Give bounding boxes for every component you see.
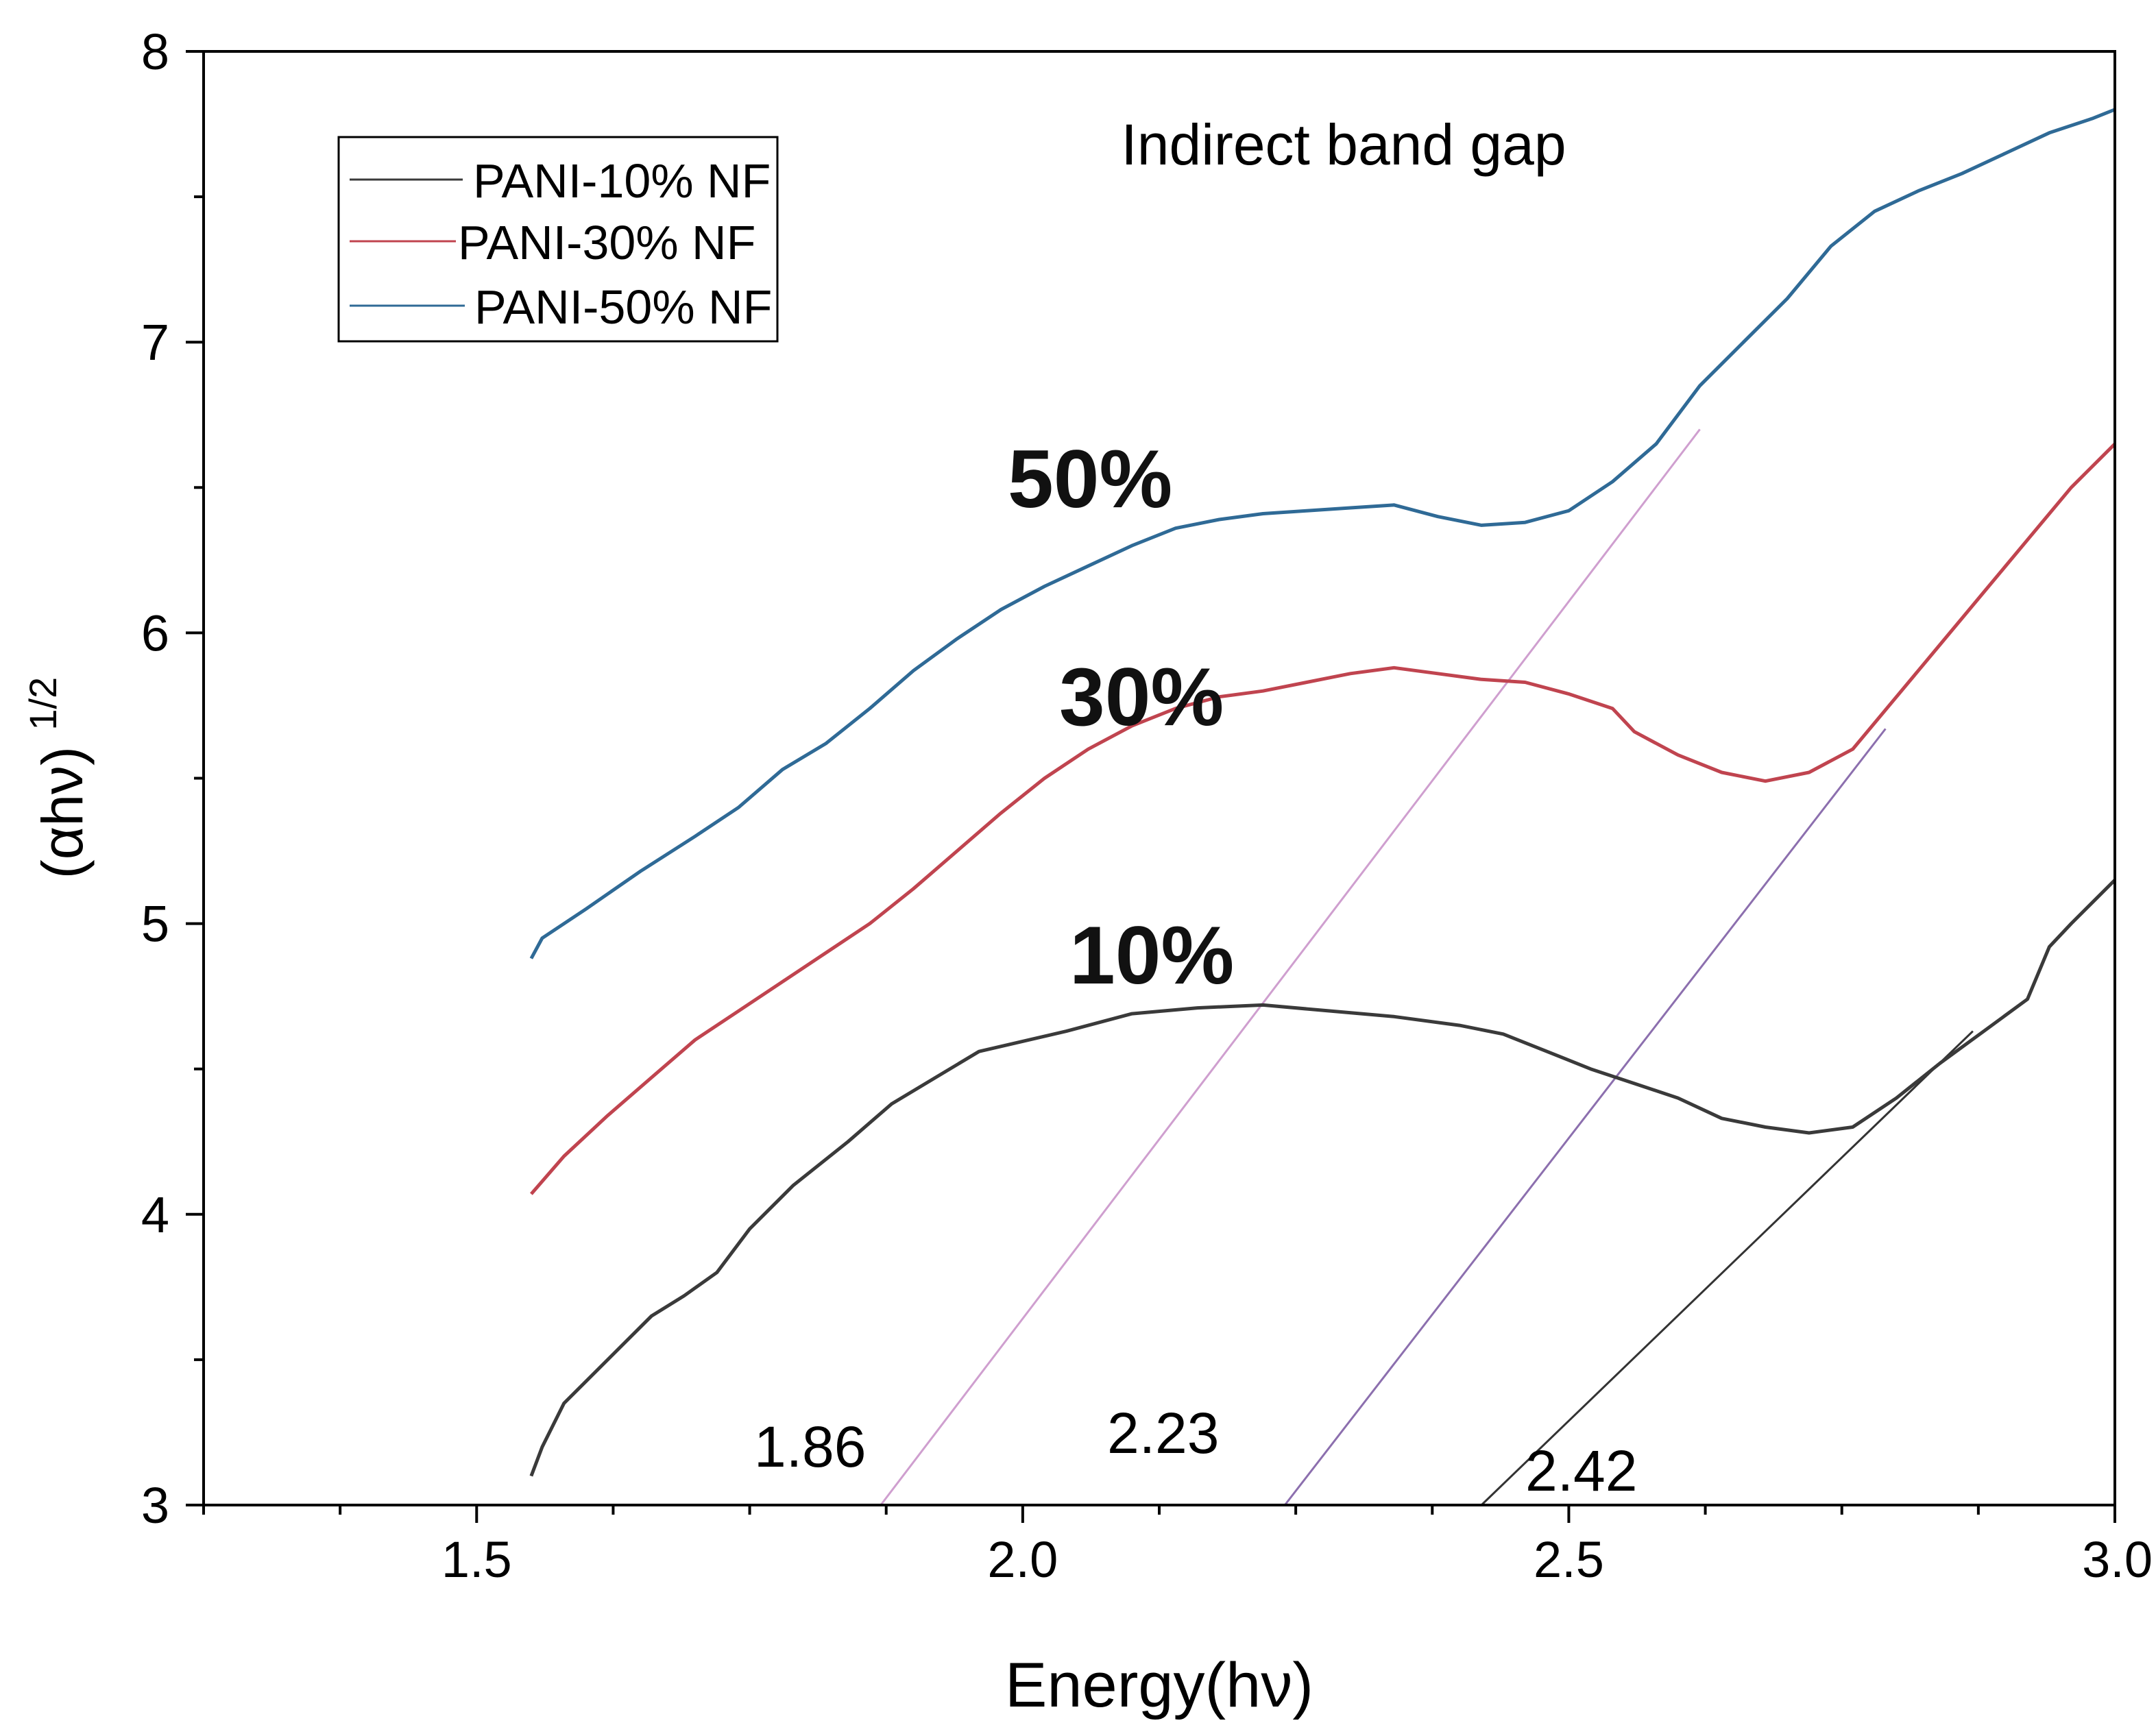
x-axis-label: Energy(hν)	[1005, 1650, 1313, 1720]
intercept-label-2: 2.23	[1107, 1401, 1220, 1465]
y-axis-label-superscript: 1/2	[21, 677, 64, 731]
x-axis: 1.5 2.0 2.5 3.0	[202, 1505, 2153, 1588]
x-tick-label: 2.0	[987, 1531, 1058, 1588]
y-axis: 3 4 5 6 7 8	[141, 23, 204, 1534]
tangent-line-2-23	[1284, 728, 1887, 1506]
y-tick-label: 6	[141, 604, 169, 661]
legend: PANI-10% NF PANI-30% NF PANI-50% NF	[337, 136, 779, 343]
y-tick-label: 4	[141, 1186, 169, 1243]
x-tick-label: 3.0	[2082, 1531, 2153, 1588]
y-tick-label: 5	[141, 896, 169, 953]
y-tick-label: 7	[141, 314, 169, 371]
intercept-label-1: 1.86	[754, 1415, 867, 1479]
series-line-pani-30	[530, 442, 2116, 1195]
legend-box	[337, 136, 779, 343]
series-lines	[529, 108, 2116, 1477]
tangent-line-1-86	[880, 428, 1701, 1506]
chart-title: Indirect band gap	[1121, 112, 1566, 177]
y-axis-label-group: (αhν) 1/2	[21, 677, 95, 879]
legend-label-50: PANI-50% NF	[474, 280, 772, 334]
intercept-label-3: 2.42	[1525, 1439, 1638, 1503]
curve-label-30: 30%	[1059, 651, 1224, 743]
x-tick-label: 2.5	[1534, 1531, 1604, 1588]
series-line-pani-10	[529, 879, 2116, 1477]
legend-label-30: PANI-30% NF	[458, 216, 755, 269]
y-tick-label: 8	[141, 23, 169, 80]
curve-label-10: 10%	[1069, 909, 1234, 1001]
svg-text:(αhν) 1/2: (αhν) 1/2	[21, 677, 95, 879]
x-tick-label: 1.5	[441, 1531, 512, 1588]
y-axis-label: (αhν)	[30, 746, 95, 879]
legend-label-10: PANI-10% NF	[473, 154, 771, 208]
tangent-line-2-42	[1480, 1030, 1974, 1506]
y-tick-label: 3	[141, 1477, 169, 1534]
curve-label-50: 50%	[1008, 433, 1172, 525]
series-line-pani-50	[529, 108, 2116, 960]
tangent-lines	[880, 428, 1974, 1506]
